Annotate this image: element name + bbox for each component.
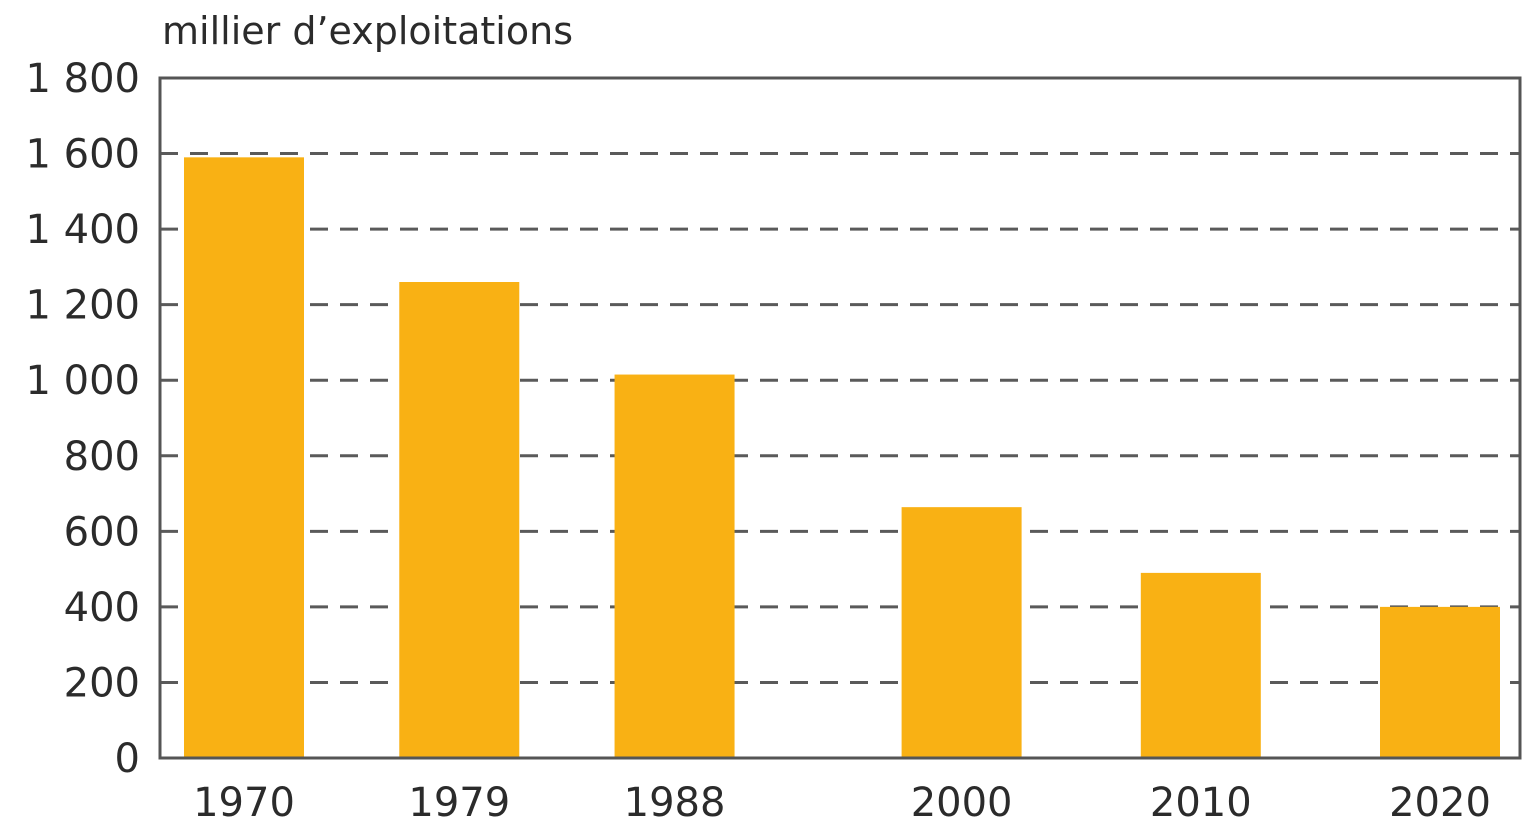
grid-lines (160, 152, 1520, 684)
y-tick-label: 0 (115, 736, 140, 782)
x-tick-label: 2020 (1389, 780, 1491, 822)
y-axis-title: millier d’exploitations (162, 9, 573, 53)
bar-2020 (1380, 606, 1500, 758)
y-tick-label: 200 (64, 660, 140, 706)
y-tick-label: 1 600 (25, 132, 140, 178)
bar-2000 (901, 507, 1022, 758)
y-tick-labels: 0 200 400 600 800 1 000 1 200 1 400 1 600 1 800 (25, 56, 140, 782)
x-tick-label: 2010 (1150, 780, 1252, 822)
x-tick-label: 1979 (408, 780, 510, 822)
plot-frame (158, 76, 1522, 760)
x-tick-label: 1988 (624, 780, 726, 822)
bars (184, 157, 1500, 759)
y-tick-label: 1 200 (25, 283, 140, 329)
y-tick-label: 1 400 (25, 207, 140, 253)
y-tick-label: 600 (64, 509, 140, 555)
bar-1988 (614, 374, 735, 758)
y-tick-label: 400 (64, 585, 140, 631)
y-tick-label: 800 (64, 434, 140, 480)
x-tick-labels: 1970 1979 1988 2000 2010 2020 (193, 780, 1491, 822)
x-tick-label: 2000 (911, 780, 1013, 822)
x-tick-label: 1970 (193, 780, 295, 822)
y-tick-label: 1 800 (25, 56, 140, 102)
bar-1979 (399, 282, 520, 758)
y-tick-label: 1 000 (25, 358, 140, 404)
bar-2010 (1140, 572, 1261, 758)
bar-1970 (184, 157, 304, 759)
